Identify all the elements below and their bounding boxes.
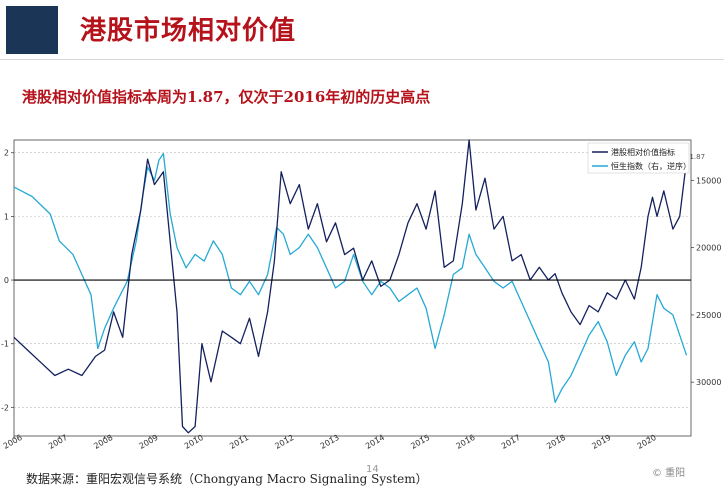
x-tick-label-1: 2007 [47, 433, 69, 451]
legend-label-hang-seng: 恒生指数（右，逆序） [611, 161, 691, 171]
legend-box [587, 142, 690, 174]
title-divider [0, 59, 724, 60]
y-left-tick-label-3: 1 [4, 212, 9, 221]
page-number: 14 [366, 464, 379, 475]
x-tick-label-13: 2019 [590, 433, 612, 451]
slide-subtitle: 港股相对价值指标本周为1.87，仅次于2016年初的历史高点 [22, 88, 431, 106]
brand-logo [6, 6, 58, 54]
x-tick-label-0: 2006 [2, 433, 24, 451]
x-tick-label-11: 2017 [500, 433, 522, 451]
y-right-tick-label-0: 15000 [696, 176, 721, 185]
y-right-tick-label-1: 20000 [696, 244, 721, 253]
plot-frame [13, 139, 692, 437]
gridlines [14, 152, 691, 408]
x-tick-label-3: 2009 [138, 433, 160, 451]
y-right-tick-label-2: 25000 [696, 311, 721, 320]
x-tick-label-6: 2012 [273, 433, 295, 451]
y-left-tick-label-2: 0 [4, 276, 9, 285]
slide-title: 港股市场相对价值 [80, 16, 297, 46]
y-left-tick-label-1: -1 [1, 340, 9, 349]
y-left-tick-label-0: -2 [1, 403, 9, 412]
x-tick-label-10: 2016 [455, 433, 477, 451]
chart-legend: 港股相对价值指标 恒生指数（右，逆序） [587, 142, 691, 174]
x-tick-label-2: 2008 [92, 433, 114, 451]
y-left-tick-label-4: 2 [4, 149, 9, 158]
x-tick-label-5: 2011 [228, 433, 250, 451]
data-source: 数据来源：重阳宏观信号系统（Chongyang Macro Signaling … [26, 472, 428, 486]
y-left-axis: -2 -1 0 1 2 [1, 149, 14, 412]
watermark: © 重阳 [652, 468, 686, 479]
x-tick-label-9: 2015 [409, 433, 431, 451]
x-tick-label-12: 2018 [545, 433, 567, 451]
series-line-hang-seng [13, 152, 688, 404]
y-right-axis: 15000 20000 25000 30000 [691, 176, 721, 387]
y-right-tick-label-3: 30000 [696, 378, 721, 387]
x-axis: 2006 2007 2008 2009 2010 2011 2012 2013 2014 2015… [2, 433, 658, 451]
series-layer [13, 139, 688, 434]
x-tick-label-8: 2014 [364, 433, 386, 451]
x-tick-label-4: 2010 [183, 433, 205, 451]
x-tick-label-14: 2020 [636, 433, 658, 451]
series-line-relative-value [13, 139, 688, 434]
legend-label-relative-value: 港股相对价值指标 [611, 147, 675, 157]
end-value-label: 1.87 [689, 153, 705, 161]
x-tick-label-7: 2013 [319, 433, 341, 451]
